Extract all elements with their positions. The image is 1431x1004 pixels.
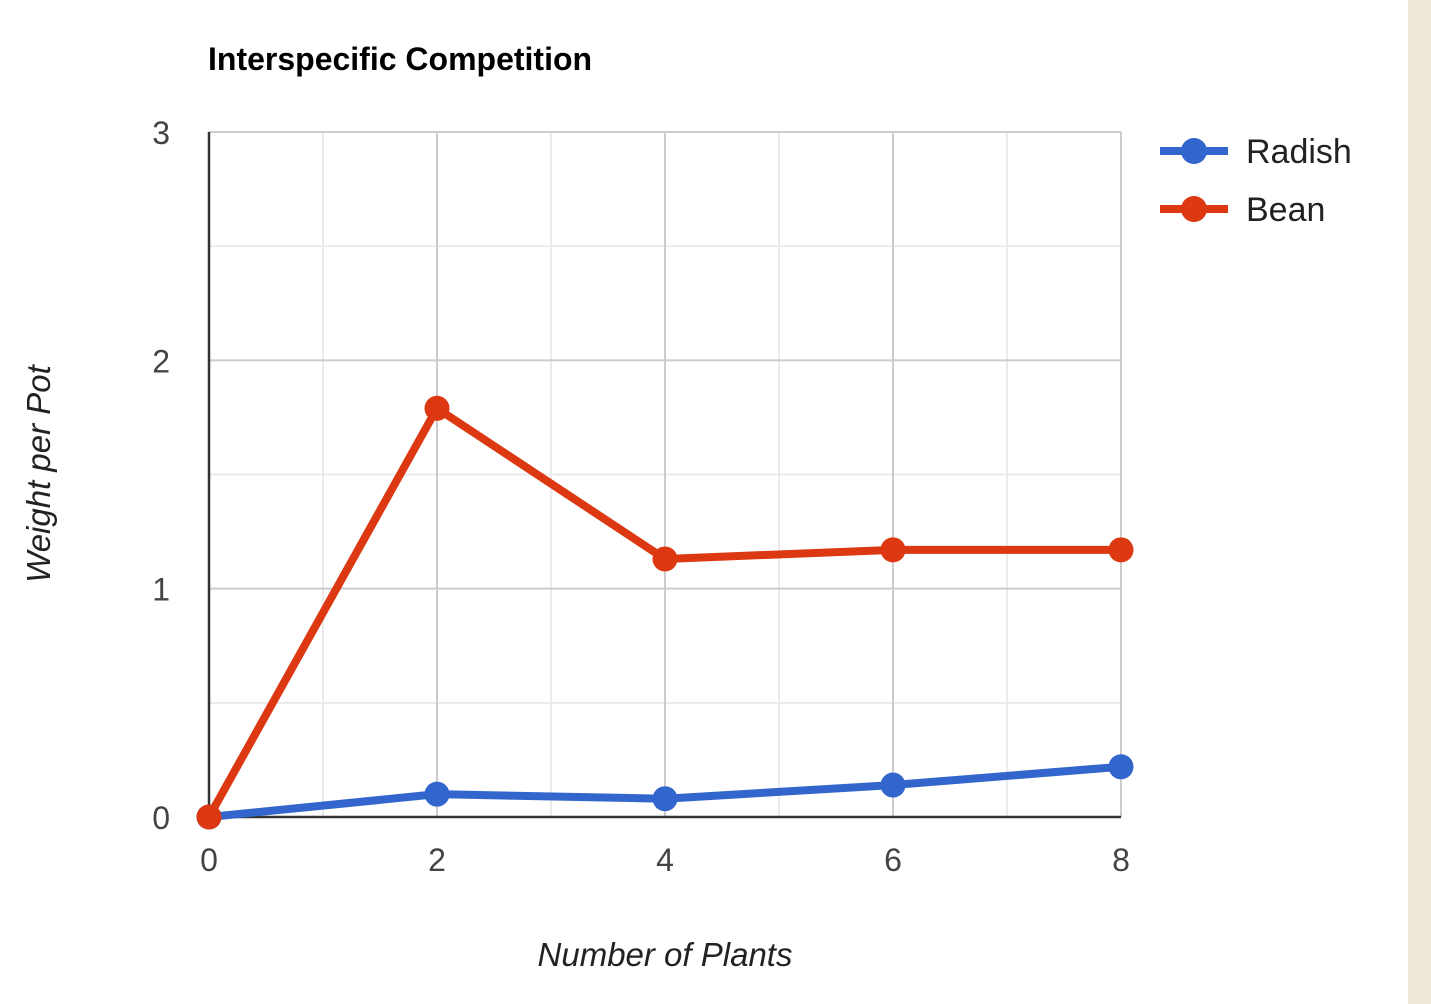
y-tick-label: 1 — [152, 572, 170, 608]
legend-bean-label: Bean — [1246, 191, 1325, 229]
radish-data-point — [880, 772, 906, 798]
chart-title: Interspecific Competition — [208, 41, 592, 77]
x-axis-title: Number of Plants — [538, 936, 793, 973]
legend-radish-label: Radish — [1246, 133, 1352, 171]
x-tick-label: 0 — [200, 842, 218, 878]
x-tick-label: 6 — [884, 842, 902, 878]
radish-data-point — [1108, 754, 1134, 780]
legend-radish-swatch-marker — [1181, 138, 1207, 164]
tick-labels: 0 2 4 6 8 0 1 2 3 — [152, 115, 1130, 878]
axes — [207, 132, 1121, 819]
bean-data-point — [880, 537, 906, 563]
series-points — [196, 395, 1134, 830]
bean-data-point — [424, 395, 450, 421]
bean-data-point — [196, 804, 222, 830]
legend-bean-swatch-marker — [1181, 196, 1207, 222]
bean-data-point — [652, 546, 678, 572]
y-tick-label: 0 — [152, 800, 170, 836]
y-tick-label: 3 — [152, 115, 170, 151]
y-axis-title: Weight per Pot — [20, 363, 57, 583]
radish-data-point — [424, 781, 450, 807]
gridlines — [209, 131, 1122, 817]
x-tick-label: 4 — [656, 842, 674, 878]
x-tick-label: 2 — [428, 842, 446, 878]
radish-data-point — [652, 786, 678, 812]
legend: Radish Bean — [1160, 133, 1352, 229]
side-strip — [1408, 0, 1431, 1004]
x-tick-label: 8 — [1112, 842, 1130, 878]
y-tick-label: 2 — [152, 343, 170, 379]
bean-data-point — [1108, 537, 1134, 563]
